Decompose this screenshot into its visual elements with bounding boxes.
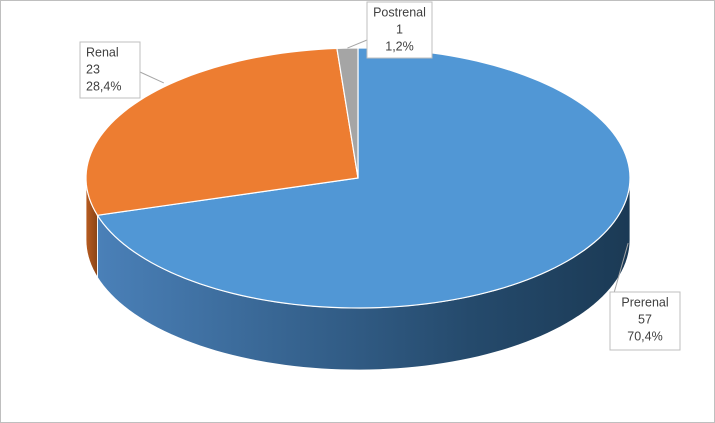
slice xyxy=(85,47,359,216)
label-value: 1 xyxy=(396,22,403,36)
slice xyxy=(336,47,359,179)
label-name: Prerenal xyxy=(621,295,668,309)
slice xyxy=(96,47,631,309)
label-box xyxy=(79,41,141,99)
leader-line xyxy=(347,39,368,49)
label-box xyxy=(366,1,433,59)
label-percent: 28,4% xyxy=(86,79,121,93)
leader-line xyxy=(611,242,629,301)
label-value: 57 xyxy=(638,312,652,326)
label-percent: 70,4% xyxy=(627,329,662,343)
leader-line xyxy=(139,71,165,84)
label-box xyxy=(609,291,681,351)
label-percent: 1,2% xyxy=(385,39,414,53)
label-name: Renal xyxy=(86,45,119,59)
label-name: Postrenal xyxy=(373,5,426,19)
label-value: 23 xyxy=(86,62,100,76)
